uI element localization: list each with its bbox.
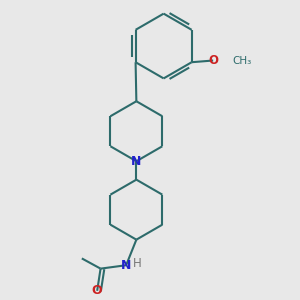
Text: CH₃: CH₃ xyxy=(232,56,251,65)
Text: N: N xyxy=(121,259,131,272)
Text: N: N xyxy=(131,155,142,168)
Text: H: H xyxy=(133,257,142,270)
Text: O: O xyxy=(92,284,103,297)
Text: O: O xyxy=(208,54,218,67)
